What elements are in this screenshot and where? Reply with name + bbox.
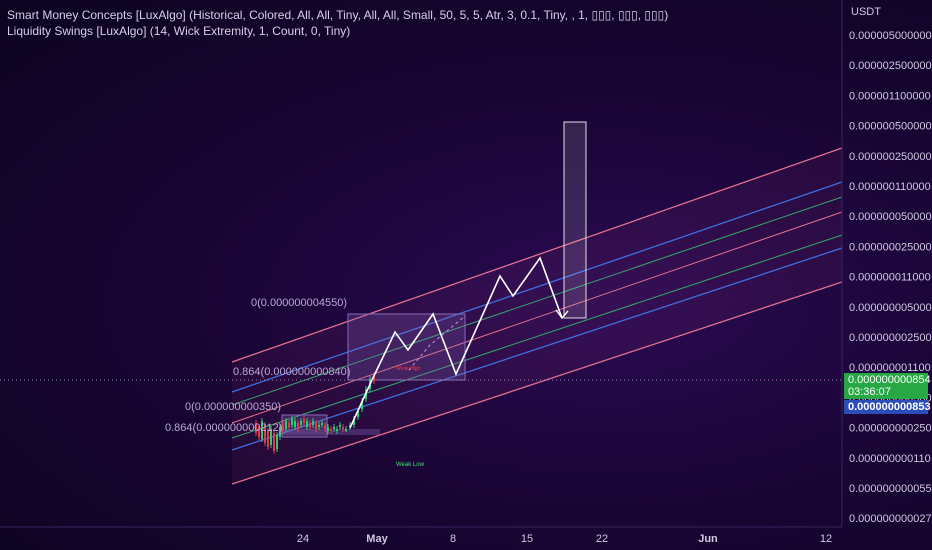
indicator-legend[interactable]: Smart Money Concepts [LuxAlgo] (Historic…: [7, 7, 668, 39]
projection-arrowhead: [555, 309, 569, 320]
channel-line: [231, 147, 843, 363]
candle-body: [279, 427, 281, 437]
regression-channel: [231, 147, 843, 485]
candle-body: [309, 423, 311, 427]
legend-smc[interactable]: Smart Money Concepts [LuxAlgo] (Historic…: [7, 8, 669, 22]
candle-body: [357, 411, 359, 417]
target-box: [563, 121, 587, 319]
price-tick-label: 0.000000500000: [849, 121, 932, 133]
candle-body: [264, 425, 266, 443]
candle-body: [300, 421, 302, 425]
candle-body: [276, 435, 278, 449]
price-tick-label: 0.000000001100: [849, 362, 931, 374]
candle-body: [342, 427, 344, 429]
weak-high-label: Weak High: [396, 366, 421, 372]
currency-label: USDT: [851, 6, 881, 18]
candle-body: [353, 419, 355, 425]
price-tick-label: 0.000000110000: [849, 181, 931, 193]
candle-body: [267, 431, 269, 447]
price-axis[interactable]: 0.000005000000 0.000002500000 0.0000011000…: [849, 30, 932, 525]
candle-body: [285, 421, 287, 429]
channel-line: [231, 281, 843, 485]
time-tick-label: May: [366, 533, 388, 545]
fib-lower-0864-label: 0.864(0.000000000212): [165, 422, 282, 434]
fib-lower-0-label: 0(0.000000000350): [185, 401, 281, 413]
candle-body: [330, 429, 332, 431]
price-tick-label: 0.000000002500: [849, 332, 932, 344]
bar-countdown: 03:36:07: [848, 386, 891, 398]
time-tick-label: 8: [450, 533, 456, 545]
price-tick-label: 0.000000025000: [849, 241, 932, 253]
channel-line: [231, 247, 843, 451]
candle-body: [255, 423, 257, 433]
price-tick-label: 0.000000000055: [849, 483, 932, 495]
candle-body: [318, 425, 320, 427]
price-tick-label: 0.000000011000: [849, 272, 931, 284]
candle-body: [336, 429, 338, 431]
legend-liquidity-swings[interactable]: Liquidity Swings [LuxAlgo] (14, Wick Ext…: [7, 24, 351, 38]
candle-body: [294, 421, 296, 427]
candle-body: [345, 429, 347, 431]
candle-body: [270, 429, 272, 445]
price-tick-label: 0.000000000250: [849, 423, 932, 435]
candle-body: [333, 427, 335, 429]
channel-line: [231, 234, 843, 439]
candle-body: [282, 423, 284, 431]
weak-low-label: Weak Low: [396, 462, 425, 468]
price-tick-label: 0.000000000027: [849, 513, 932, 525]
candle-body: [361, 401, 363, 409]
price-tick-label: 0.000002500000: [849, 60, 932, 72]
price-candles: [255, 372, 375, 454]
candle-body: [321, 423, 323, 425]
candle-body: [349, 425, 351, 427]
price-tick-label: 0.000000050000: [849, 211, 932, 223]
candle-body: [273, 433, 275, 451]
channel-line: [231, 181, 843, 393]
last-price-tag: 0.000000000854 03:36:07: [844, 373, 931, 399]
fib-upper-0864-label: 0.864(0.000000000840): [233, 366, 350, 378]
candle-body: [315, 423, 317, 429]
last-price-value: 0.000000000854: [848, 374, 931, 386]
time-tick-label: 12: [820, 533, 832, 545]
candle-body: [339, 425, 341, 427]
price-tick-label: 0.000000250000: [849, 151, 932, 163]
candle-body: [288, 423, 290, 427]
projection-dashed: [408, 315, 466, 371]
time-axis[interactable]: 24 May 8 15 22 Jun 12: [297, 533, 832, 545]
candle-body: [373, 375, 375, 381]
candle-body: [261, 421, 263, 439]
projection-path: [349, 256, 569, 429]
candle-body: [327, 427, 329, 431]
channel-line: [231, 211, 843, 424]
price-tick-label: 0.000000005000: [849, 302, 932, 314]
time-tick-label: 22: [596, 533, 608, 545]
projection-line: [349, 256, 563, 429]
candle-body: [324, 425, 326, 429]
candle-body: [258, 427, 260, 437]
candle-body: [303, 419, 305, 423]
time-tick-label: Jun: [698, 533, 718, 545]
candle-body: [291, 419, 293, 425]
candle-body: [306, 421, 308, 427]
price-tick-label: 0.000000000110: [849, 453, 931, 465]
price-tick-label: 0.000005000000: [849, 30, 932, 42]
time-tick-label: 24: [297, 533, 309, 545]
fib-upper-0-label: 0(0.000000004550): [251, 297, 347, 309]
time-tick-label: 15: [521, 533, 533, 545]
current-price-tag: 0.000000000853: [844, 400, 931, 414]
price-tick-label: 0.000001100000: [849, 90, 931, 102]
candle-body: [312, 421, 314, 425]
channel-line: [231, 196, 843, 406]
candle-body: [297, 423, 299, 429]
